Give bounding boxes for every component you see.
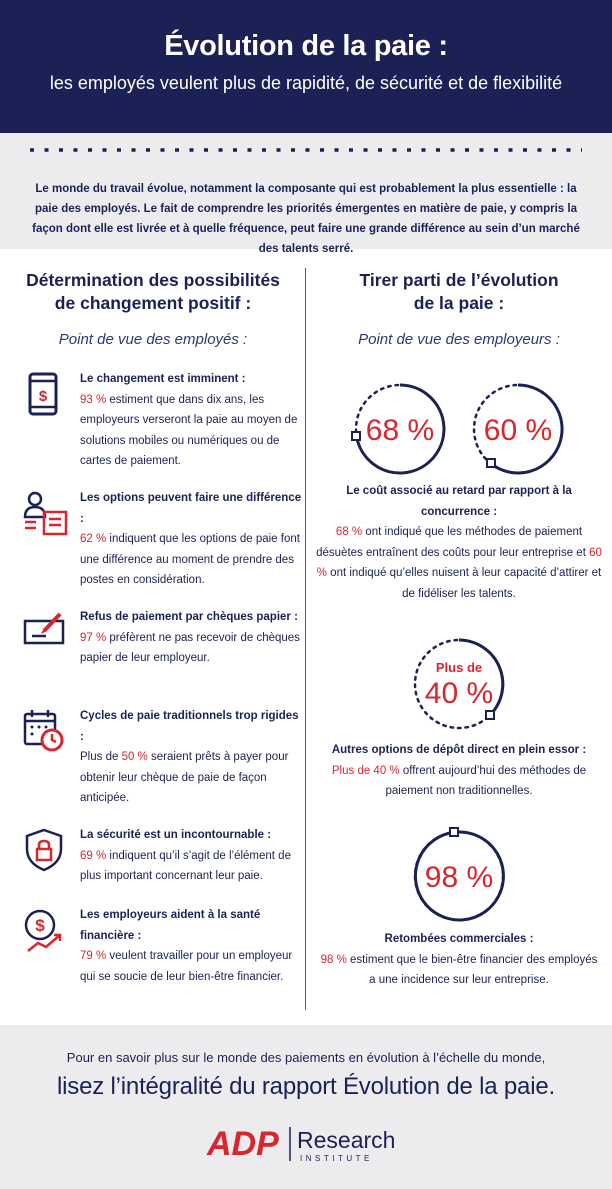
- dotted-separator: [0, 133, 612, 167]
- stat-block-competition: Le coût associé au retard par rapport à …: [316, 485, 602, 600]
- stat-block-business: Retombées commerciales : 98 % estiment q…: [320, 933, 598, 986]
- page-subtitle: les employés veulent plus de rapidité, d…: [49, 73, 563, 93]
- adp-research-logo: ADP Research INSTITUTE: [206, 1125, 395, 1163]
- stat-ring-68: 68 %: [351, 383, 446, 475]
- stat-prefix-40: Plus de: [436, 660, 482, 675]
- footer-intro: Pour en savoir plus sur le monde des pai…: [66, 1050, 546, 1065]
- stat-ring-60: 60 %: [472, 383, 564, 475]
- list-item: Refus de paiement par chèques papier : 9…: [22, 607, 302, 669]
- list-item: $ Les employeurs aident à la santé finan…: [22, 905, 302, 987]
- right-column-title: Tirer parti de l’évolution de la paie :: [359, 270, 559, 313]
- svg-text:$: $: [35, 916, 45, 935]
- stat-ring-98: 98 %: [413, 827, 505, 922]
- stat-ring-40: Plus de 40 %: [413, 638, 505, 730]
- header-banner: Évolution de la paie : les employés veul…: [0, 0, 612, 133]
- shield-lock-icon: [22, 825, 80, 887]
- footer-cta[interactable]: lisez l’intégralité du rapport Évolution…: [57, 1073, 555, 1100]
- stat-value-68: 68 %: [366, 414, 434, 447]
- list-item: Cycles de paie traditionnels trop rigide…: [22, 706, 302, 809]
- employers-column: Tirer parti de l’évolution de la paie : …: [306, 249, 612, 1025]
- check-sign-icon: [22, 607, 80, 669]
- footer: Pour en savoir plus sur le monde des pai…: [0, 1025, 612, 1189]
- intro-paragraph: Le monde du travail évolue, notamment la…: [0, 167, 612, 255]
- person-options-icon: [22, 488, 80, 591]
- calendar-clock-icon: [22, 706, 80, 809]
- dollar-growth-icon: $: [22, 905, 80, 987]
- right-column-subtitle: Point de vue des employeurs :: [358, 331, 560, 348]
- list-item: $ Le changement est imminent : 93 % esti…: [22, 369, 302, 472]
- stat-block-direct-deposit: Autres options de dépôt direct en plein …: [331, 744, 587, 797]
- list-item: La sécurité est un incontournable : 69 %…: [22, 825, 302, 887]
- left-column-subtitle: Point de vue des employés :: [58, 331, 248, 348]
- employees-column: Détermination des possibilités de change…: [0, 249, 306, 1025]
- dotted-line: [30, 148, 582, 152]
- stat-value-40: 40 %: [425, 677, 493, 710]
- logo-brand: ADP: [206, 1125, 279, 1163]
- list-item: Les options peuvent faire une différence…: [22, 488, 302, 591]
- svg-text:$: $: [39, 388, 48, 405]
- page-title: Évolution de la paie :: [164, 30, 448, 62]
- mobile-payment-icon: $: [22, 369, 80, 472]
- stat-value-60: 60 %: [484, 414, 552, 447]
- column-divider: [305, 268, 306, 1010]
- logo-name: Research: [297, 1127, 395, 1153]
- stat-value-98: 98 %: [425, 861, 493, 894]
- logo-sub: INSTITUTE: [300, 1154, 373, 1163]
- left-column-title: Détermination des possibilités de change…: [26, 270, 280, 313]
